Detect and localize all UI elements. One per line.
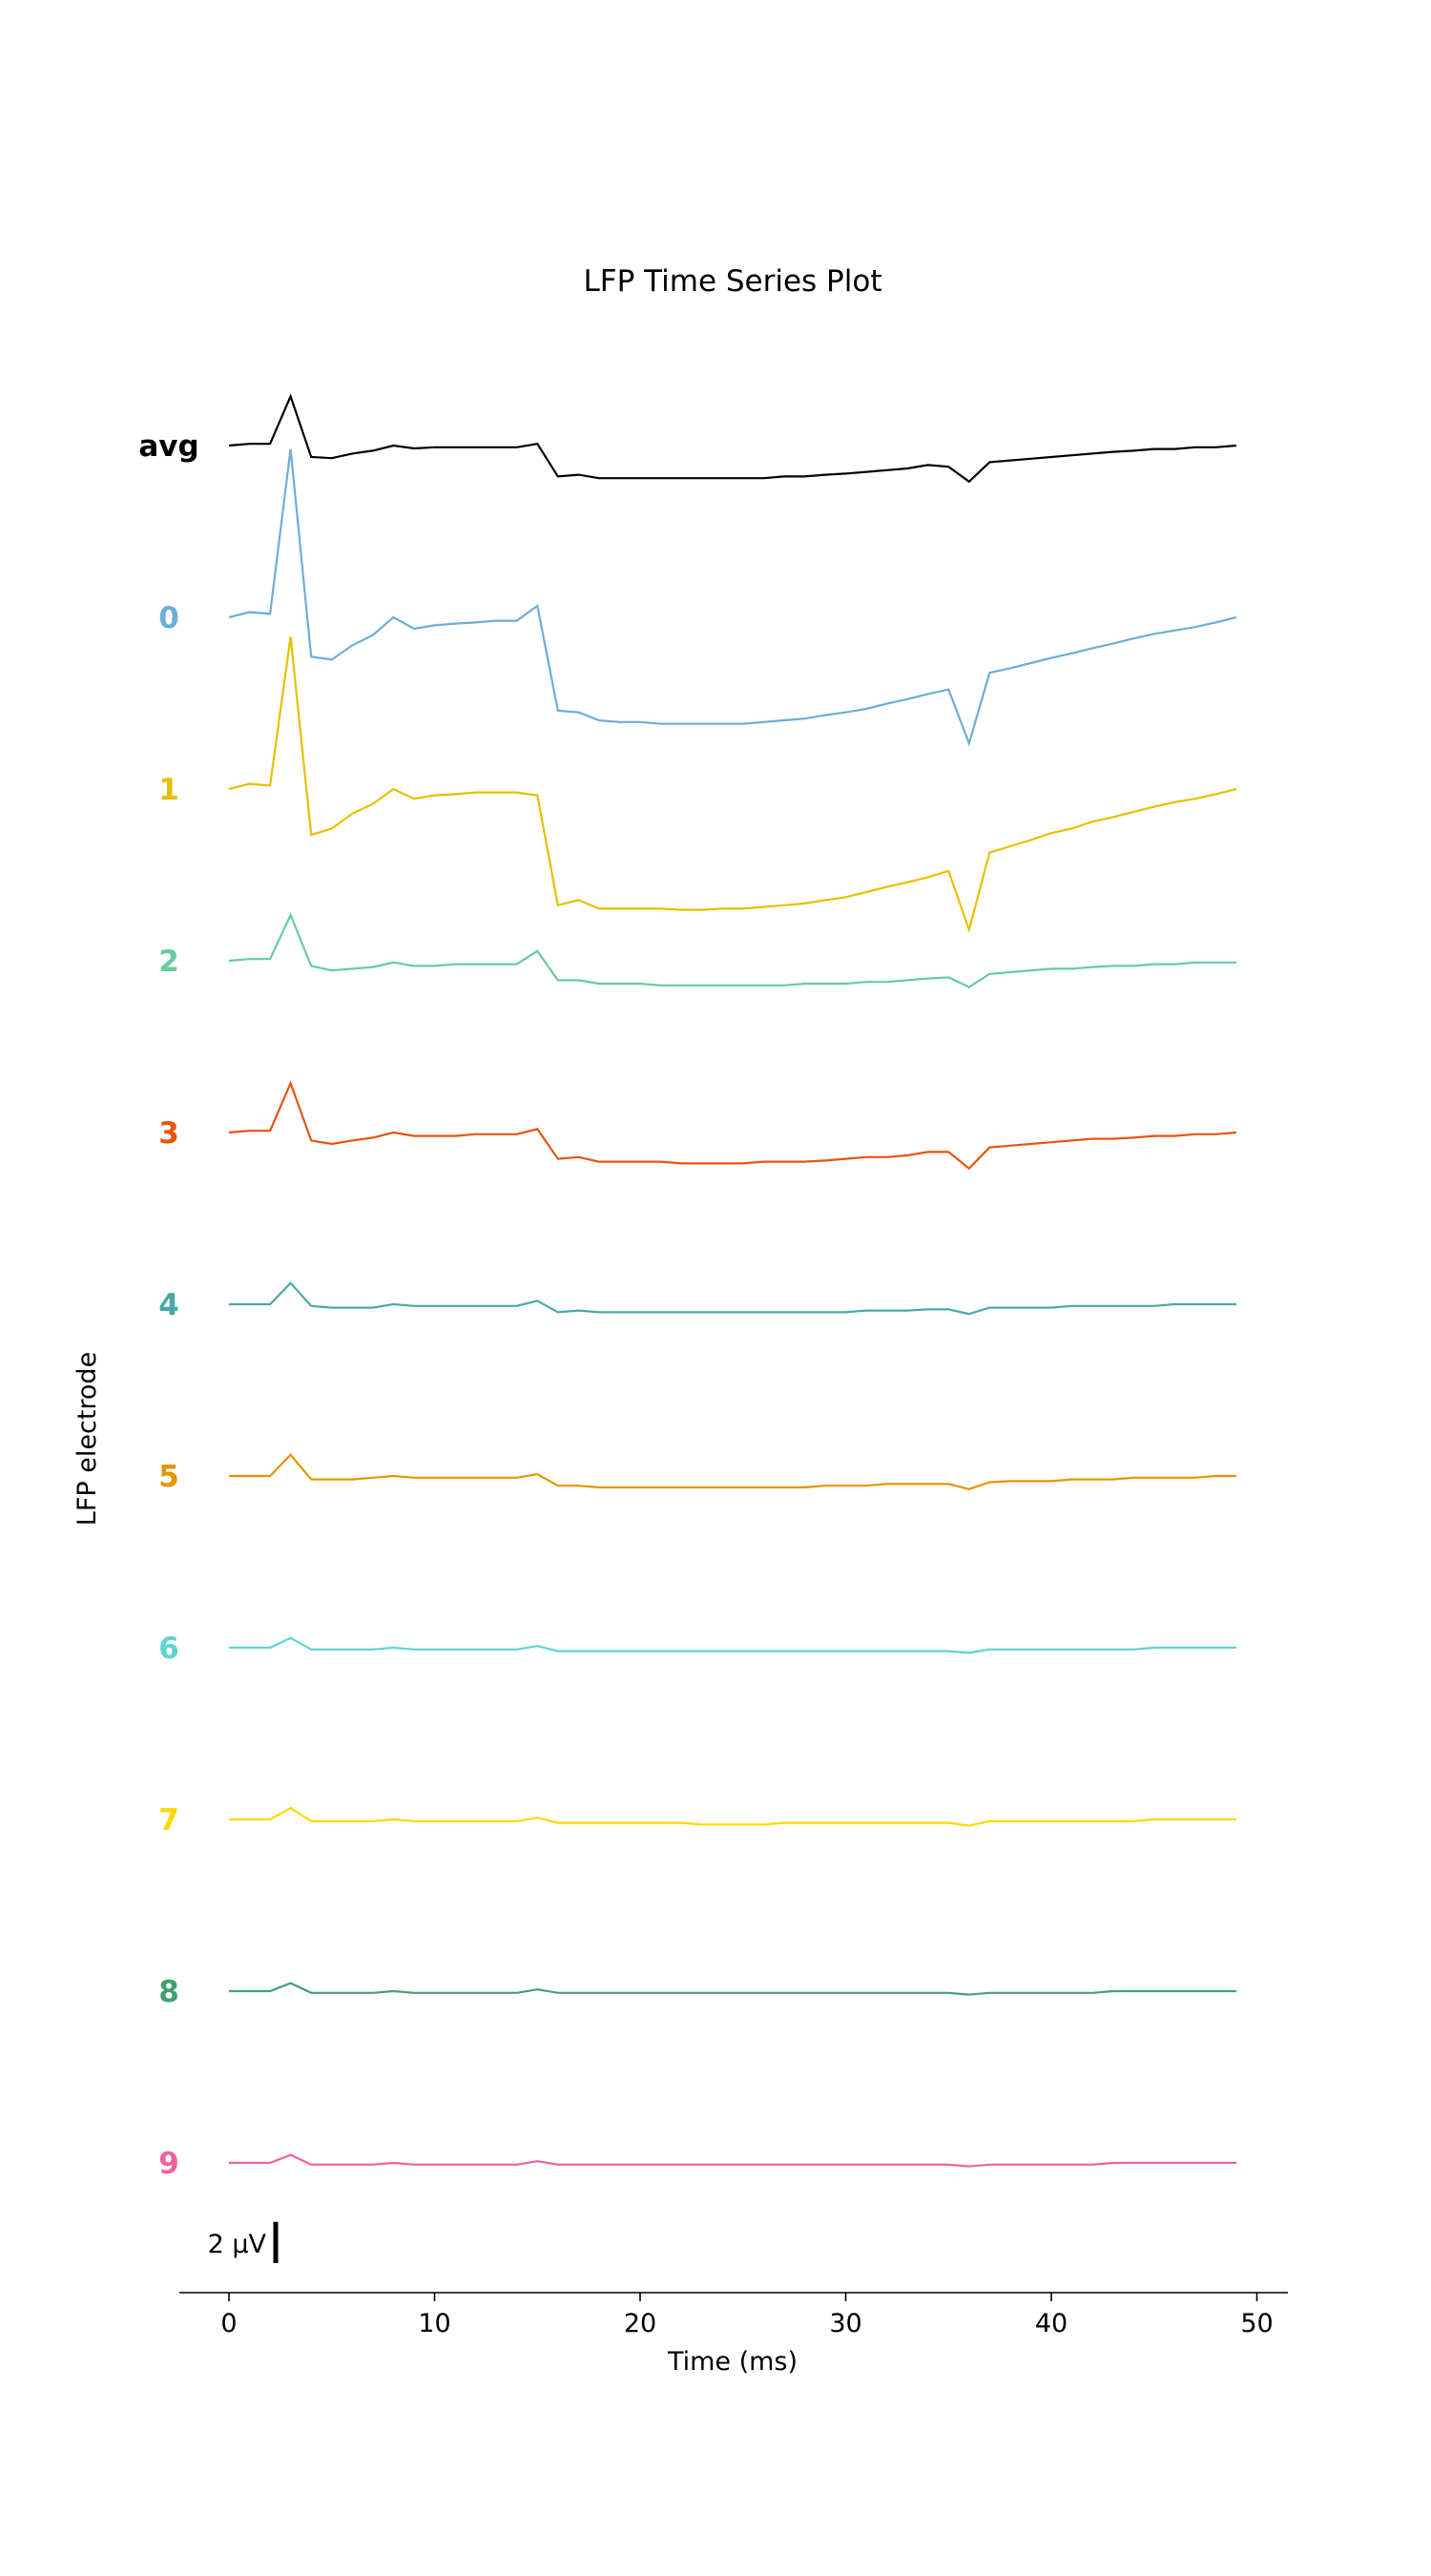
trace-label-8: 8 bbox=[158, 1975, 179, 2009]
x-tick-label-40: 40 bbox=[1035, 2309, 1068, 2338]
trace-label-3: 3 bbox=[158, 1116, 179, 1151]
trace-line-8 bbox=[229, 1982, 1236, 1996]
trace-label-5: 5 bbox=[158, 1460, 179, 1494]
chart-title: LFP Time Series Plot bbox=[584, 264, 882, 299]
trace-label-9: 9 bbox=[158, 2147, 179, 2181]
trace-line-4 bbox=[229, 1281, 1236, 1316]
x-tick-label-30: 30 bbox=[829, 2309, 861, 2338]
scale-bar: 2 μV bbox=[208, 2221, 279, 2263]
trace-label-1: 1 bbox=[158, 773, 179, 807]
x-tick-group: 0 10 20 30 40 50 bbox=[220, 2293, 1274, 2338]
trace-line-2 bbox=[228, 912, 1236, 988]
trace-label-2: 2 bbox=[158, 945, 179, 979]
x-axis: 0 10 20 30 40 50 Time (ms) bbox=[179, 2292, 1288, 2377]
trace-label-4: 4 bbox=[158, 1288, 179, 1322]
trace-label-6: 6 bbox=[158, 1631, 179, 1666]
trace-label-7: 7 bbox=[158, 1803, 179, 1838]
trace-line-6 bbox=[229, 1636, 1236, 1654]
trace-label-0: 0 bbox=[158, 601, 179, 635]
trace-group bbox=[228, 393, 1237, 2168]
trace-line-5 bbox=[229, 1453, 1236, 1490]
scale-bar-label: 2 μV bbox=[208, 2230, 267, 2259]
trace-line-1 bbox=[228, 636, 1237, 934]
x-tick-label-50: 50 bbox=[1240, 2309, 1273, 2338]
x-tick-label-10: 10 bbox=[418, 2309, 450, 2338]
trace-label-avg: avg bbox=[138, 429, 198, 464]
x-axis-label: Time (ms) bbox=[667, 2347, 798, 2377]
trace-line-7 bbox=[229, 1806, 1236, 1827]
trace-label-group: avg 0 1 2 3 4 5 6 7 8 9 bbox=[138, 429, 198, 2181]
trace-line-3 bbox=[228, 1080, 1237, 1171]
trace-line-9 bbox=[229, 2153, 1236, 2168]
x-tick-label-20: 20 bbox=[624, 2309, 656, 2338]
y-axis-label: LFP electrode bbox=[73, 1352, 102, 1526]
trace-line-0 bbox=[228, 448, 1237, 747]
trace-line-avg bbox=[228, 393, 1237, 484]
x-tick-label-0: 0 bbox=[220, 2309, 237, 2338]
